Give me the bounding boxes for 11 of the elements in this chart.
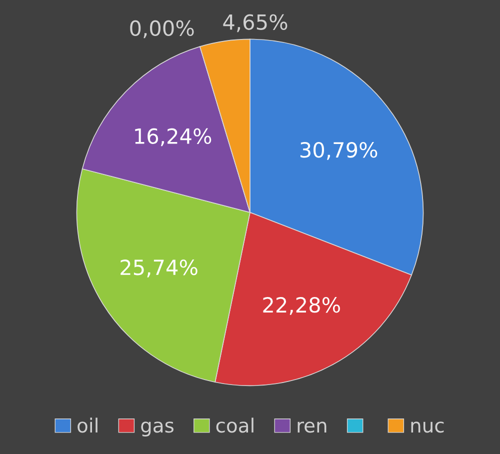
text: 0,00% xyxy=(130,20,194,38)
legend-label: gas xyxy=(141,422,174,436)
legend-label: coal xyxy=(216,418,254,433)
legend-label: oil xyxy=(78,418,98,433)
data-label: 30,79% xyxy=(300,142,378,160)
data-label: 25,74% xyxy=(120,259,198,278)
legend-label: ren xyxy=(298,422,326,433)
data-label: 4,65% xyxy=(223,14,288,32)
data-label: 22,28% xyxy=(263,297,340,315)
legend-label: nuc xyxy=(411,422,444,433)
data-label: 16,24% xyxy=(135,128,212,146)
